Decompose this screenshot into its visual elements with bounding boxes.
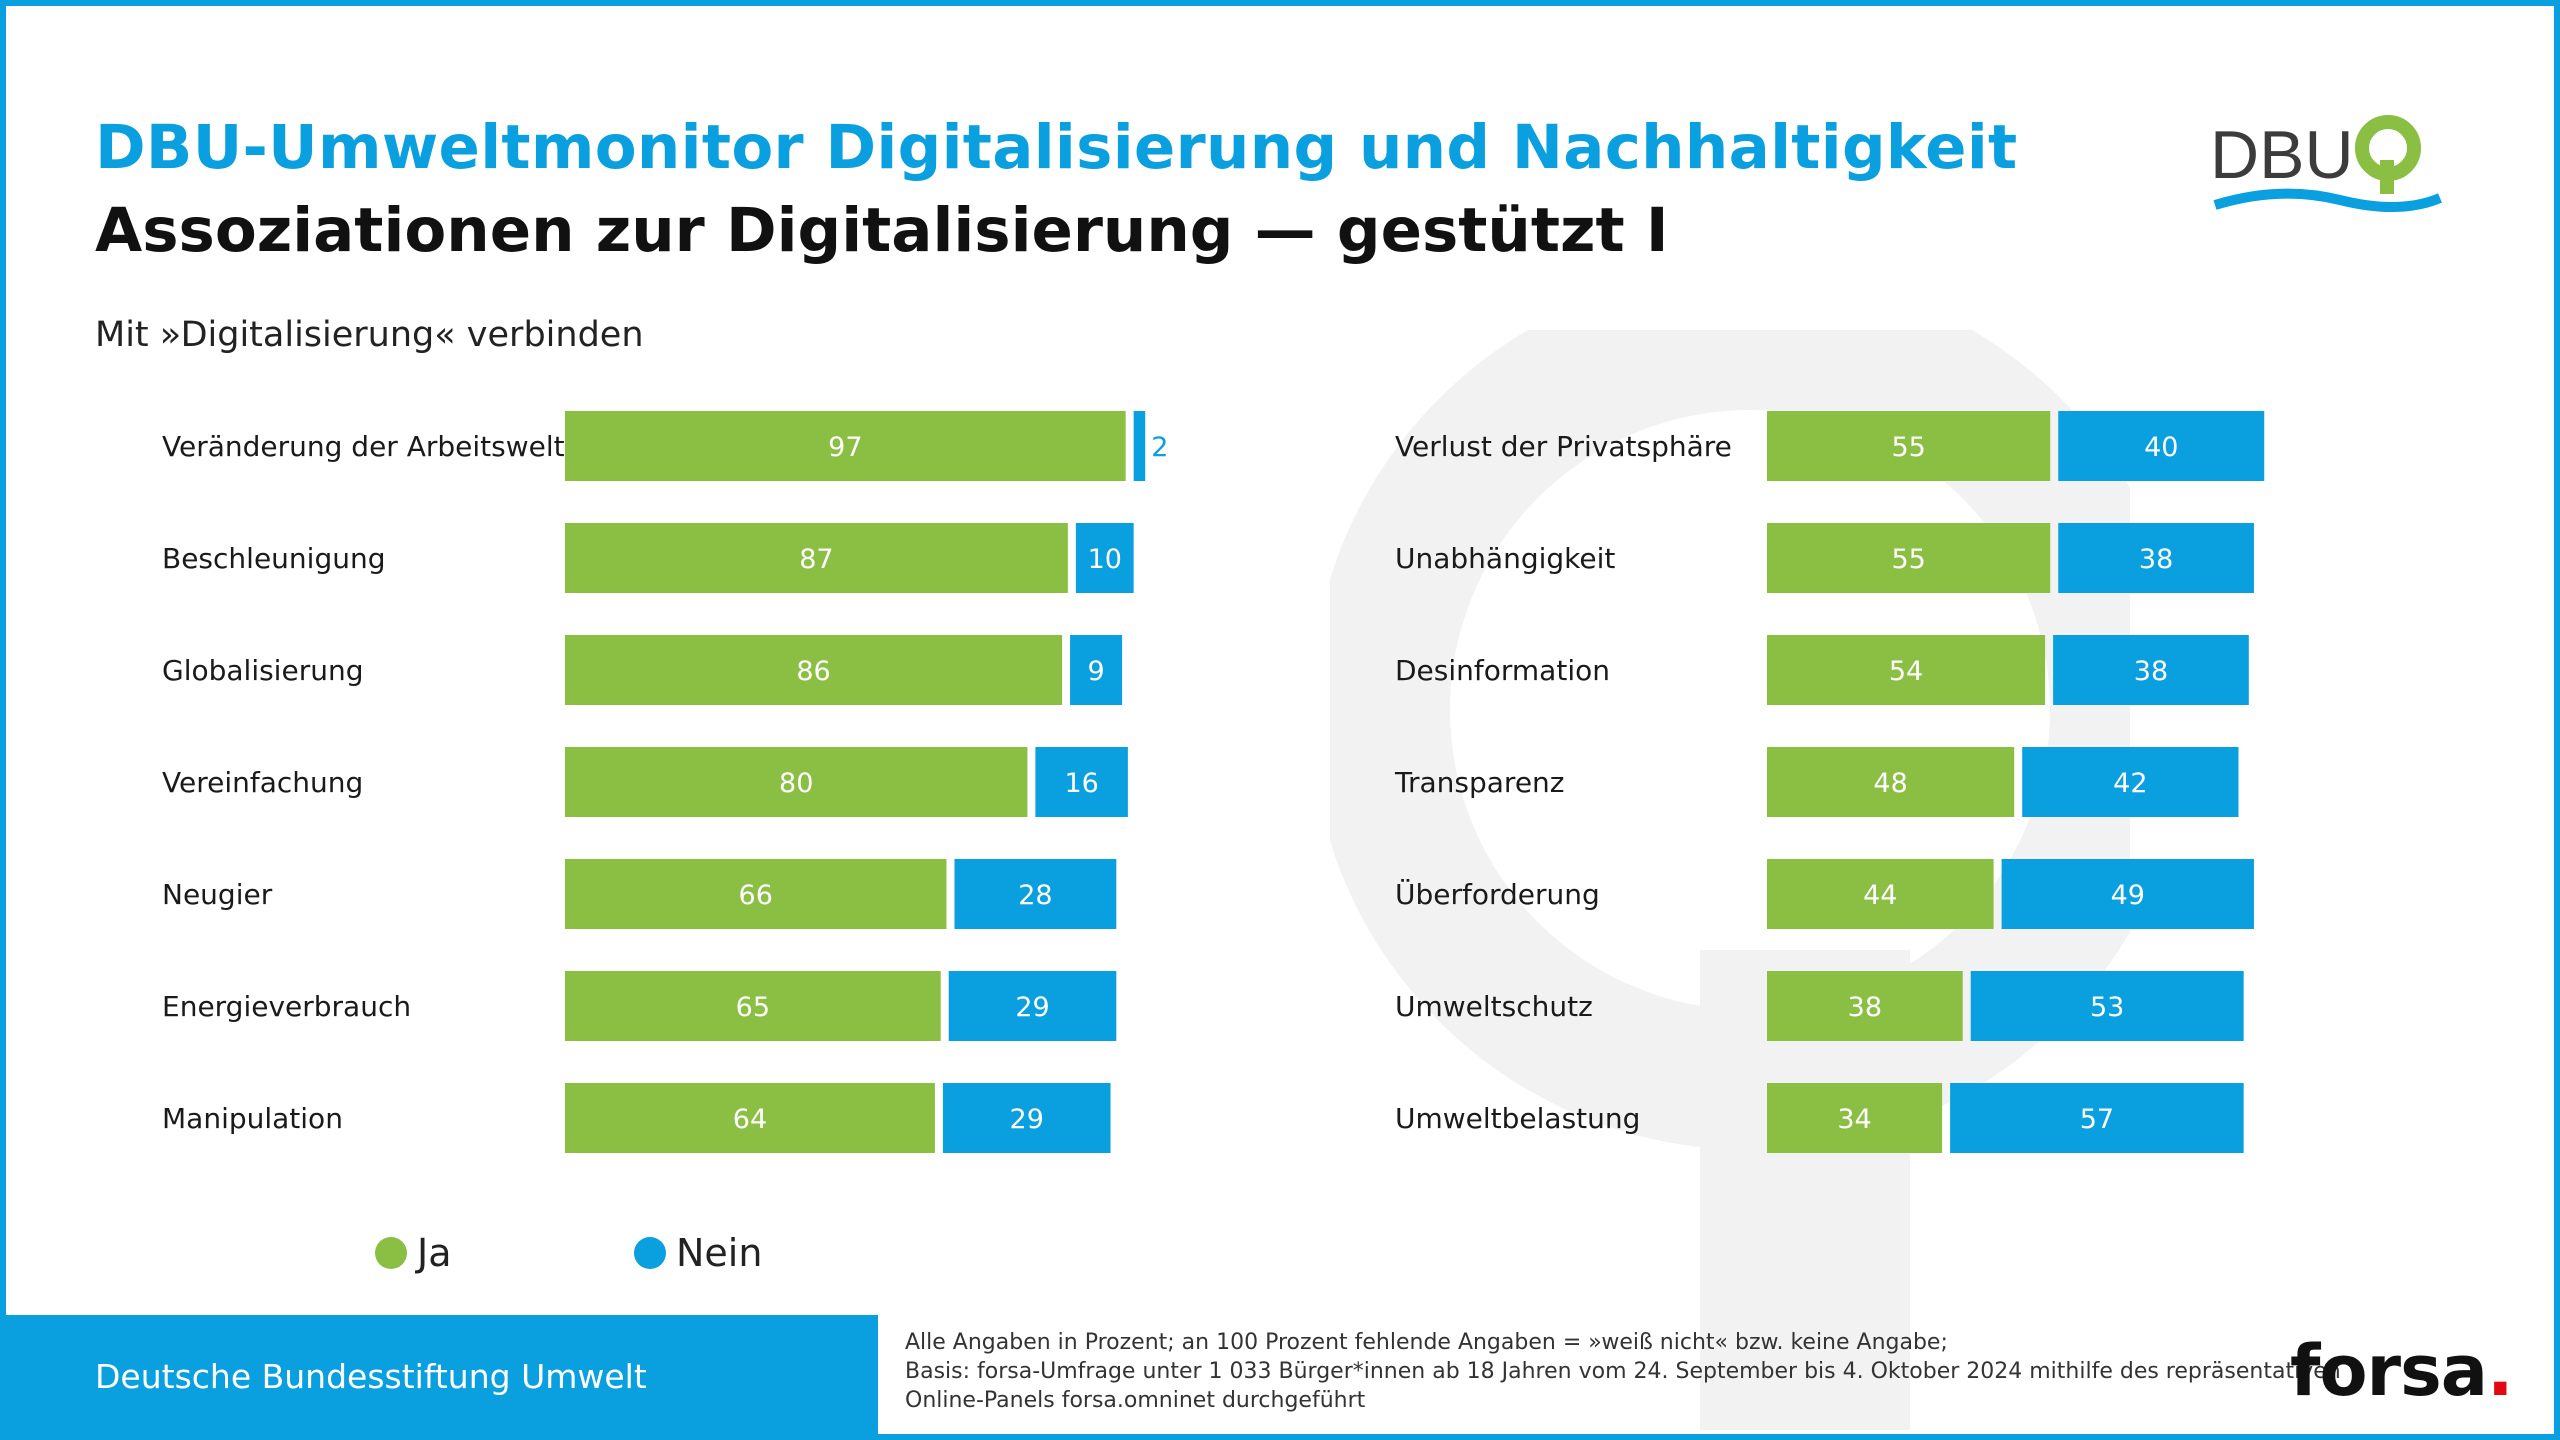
data-label-ja: 65	[736, 992, 770, 1023]
data-label-ja: 38	[1848, 992, 1882, 1023]
data-label-ja: 44	[1863, 880, 1897, 911]
data-label-ja: 34	[1837, 1104, 1871, 1135]
category-label: Beschleunigung	[162, 542, 385, 575]
bar-ja	[565, 859, 947, 929]
footer-organization: Deutsche Bundesstiftung Umwelt	[95, 1357, 647, 1396]
bar-ja	[565, 635, 1063, 705]
footnote: Alle Angaben in Prozent; an 100 Prozent …	[905, 1328, 2341, 1415]
chart-question: Mit »Digitalisierung« verbinden	[95, 315, 644, 355]
page-title: DBU-Umweltmonitor Digitalisierung und Na…	[95, 112, 2018, 183]
legend-swatch-nein	[634, 1237, 666, 1269]
category-label: Umweltschutz	[1395, 990, 1593, 1023]
data-label-ja: 87	[799, 544, 833, 575]
bar-nein	[2058, 523, 2254, 593]
bar-ja	[1767, 1083, 1943, 1153]
data-label-ja: 48	[1873, 768, 1907, 799]
data-label-nein: 10	[1088, 544, 1122, 575]
bar-nein	[948, 971, 1117, 1041]
data-label-ja: 86	[796, 656, 830, 687]
data-label-nein: 38	[2139, 544, 2173, 575]
data-label-nein: 38	[2134, 656, 2168, 687]
bar-ja	[1767, 859, 1994, 929]
dbu-logo: DBU	[2210, 115, 2442, 213]
data-label-nein: 49	[2111, 880, 2145, 911]
data-label-nein: 16	[1064, 768, 1098, 799]
bar-ja	[565, 523, 1068, 593]
category-label: Überforderung	[1395, 877, 1600, 911]
legend-swatch-ja	[375, 1237, 407, 1269]
legend-item-ja: Ja	[375, 1228, 452, 1278]
legend-label-nein: Nein	[676, 1231, 763, 1275]
data-label-ja: 55	[1891, 544, 1925, 575]
bar-nein	[1970, 971, 2244, 1041]
bar-nein	[1075, 523, 1134, 593]
dbu-logo-text: DBU	[2210, 117, 2354, 193]
category-label: Vereinfachung	[162, 766, 363, 799]
data-label-nein: 29	[1015, 992, 1049, 1023]
category-label: Manipulation	[162, 1102, 343, 1135]
data-label-ja: 66	[739, 880, 773, 911]
bar-nein	[942, 1083, 1111, 1153]
data-label-nein: 28	[1018, 880, 1052, 911]
data-label-nein: 29	[1010, 1104, 1044, 1135]
bar-nein	[1950, 1083, 2244, 1153]
bar-ja	[1767, 635, 2046, 705]
category-label: Energieverbrauch	[162, 990, 411, 1023]
dbu-watermark-icon	[1330, 330, 2130, 1430]
data-label-nein: 53	[2090, 992, 2124, 1023]
category-label: Umweltbelastung	[1395, 1102, 1640, 1135]
data-label-ja: 55	[1891, 432, 1925, 463]
data-label-ja: 64	[733, 1104, 767, 1135]
category-label: Neugier	[162, 878, 273, 911]
bar-nein	[2022, 747, 2239, 817]
bar-nein	[2053, 635, 2249, 705]
bar-ja	[565, 411, 1126, 481]
bar-nein	[954, 859, 1117, 929]
legend-item-nein: Nein	[634, 1228, 762, 1278]
bar-ja	[565, 747, 1028, 817]
data-label-ja: 97	[828, 432, 862, 463]
data-label-ja: 80	[779, 768, 813, 799]
category-label: Globalisierung	[162, 654, 363, 687]
data-label-nein: 40	[2144, 432, 2178, 463]
bar-ja	[1767, 523, 2051, 593]
category-label: Verlust der Privatsphäre	[1395, 430, 1732, 463]
footnote-line: Basis: forsa-Umfrage unter 1 033 Bürger*…	[905, 1359, 2341, 1384]
bar-ja	[565, 1083, 935, 1153]
category-label: Desinformation	[1395, 654, 1610, 687]
data-label-nein: 2	[1151, 432, 1168, 463]
category-label: Transparenz	[1394, 766, 1565, 799]
bar-nein	[1133, 411, 1146, 481]
category-label: Unabhängigkeit	[1395, 542, 1615, 575]
footnote-line: Alle Angaben in Prozent; an 100 Prozent …	[905, 1330, 1948, 1355]
bar-nein	[2001, 859, 2254, 929]
bar-ja	[1767, 971, 1963, 1041]
category-label: Veränderung der Arbeitswelt	[162, 430, 565, 463]
legend-label-ja: Ja	[417, 1231, 452, 1275]
dbu-logo-wave-icon	[2213, 188, 2442, 213]
bar-ja	[565, 971, 941, 1041]
bar-ja	[1767, 411, 2051, 481]
data-label-nein: 42	[2113, 768, 2147, 799]
page-subtitle: Assoziationen zur Digitalisierung — gest…	[95, 195, 1669, 266]
bar-nein	[1035, 747, 1128, 817]
footer-organization-bar: Deutsche Bundesstiftung Umwelt	[0, 1315, 878, 1440]
data-label-nein: 57	[2080, 1104, 2114, 1135]
forsa-logo: forsa.	[2290, 1330, 2514, 1412]
data-label-ja: 54	[1889, 656, 1923, 687]
bar-nein	[1070, 635, 1123, 705]
bar-ja	[1767, 747, 2015, 817]
footnote-line: Online-Panels forsa.omninet durchgeführt	[905, 1388, 1366, 1413]
data-label-nein: 9	[1087, 656, 1104, 687]
bar-nein	[2058, 411, 2265, 481]
